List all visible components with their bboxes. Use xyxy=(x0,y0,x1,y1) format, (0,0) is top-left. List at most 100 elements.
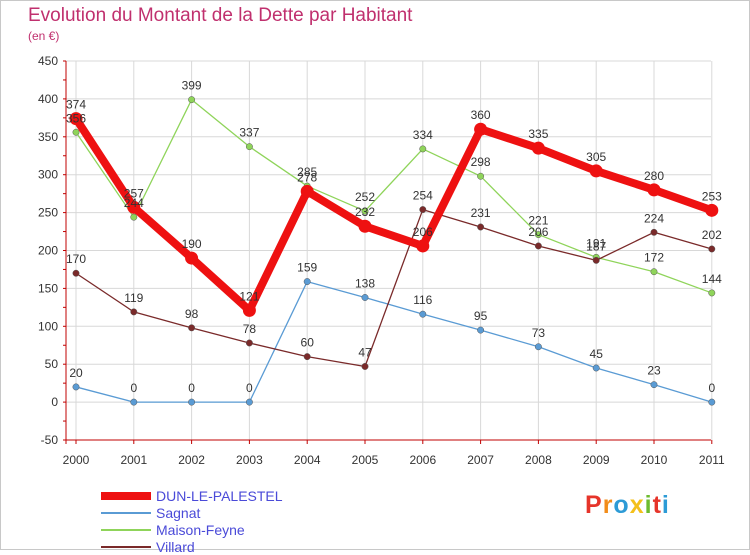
legend-label: Sagnat xyxy=(156,505,201,521)
data-label-dun-le-palestel: 360 xyxy=(471,108,491,122)
data-label-dun-le-palestel: 305 xyxy=(586,150,606,164)
data-label-dun-le-palestel: 121 xyxy=(239,289,259,303)
legend-swatch xyxy=(101,546,151,548)
legend-item-villard: Villard xyxy=(101,539,361,555)
data-point-dun-le-palestel xyxy=(185,251,199,265)
legend-swatch xyxy=(101,512,151,514)
legend-item-dun-le-palestel: DUN-LE-PALESTEL xyxy=(101,488,361,504)
data-label-dun-le-palestel: 206 xyxy=(413,225,433,239)
data-point-maison-feyne xyxy=(650,268,658,276)
data-point-villard xyxy=(592,256,600,264)
data-label-sagnat: 0 xyxy=(130,381,137,395)
data-label-maison-feyne: 399 xyxy=(182,79,202,93)
data-label-maison-feyne: 191 xyxy=(586,236,606,250)
data-label-dun-le-palestel: 257 xyxy=(124,186,144,200)
legend-swatch xyxy=(101,529,151,531)
data-label-villard: 224 xyxy=(644,211,664,225)
data-label-dun-le-palestel: 253 xyxy=(702,189,722,203)
data-label-dun-le-palestel: 335 xyxy=(528,127,548,141)
data-point-dun-le-palestel xyxy=(300,184,314,198)
y-tick-label: 400 xyxy=(38,92,58,106)
data-label-dun-le-palestel: 278 xyxy=(297,170,317,184)
data-point-maison-feyne xyxy=(130,213,138,221)
data-label-dun-le-palestel: 280 xyxy=(644,169,664,183)
y-tick-label: 250 xyxy=(38,206,58,220)
legend-item-maison-feyne: Maison-Feyne xyxy=(101,522,361,538)
y-tick-label: 150 xyxy=(38,281,58,295)
x-tick-label: 2003 xyxy=(236,453,263,467)
data-label-maison-feyne: 298 xyxy=(471,155,491,169)
y-tick-label: 450 xyxy=(38,54,58,68)
x-tick-label: 2001 xyxy=(120,453,147,467)
logo-letter: t xyxy=(652,491,662,519)
data-point-villard xyxy=(72,269,80,277)
legend-label: Villard xyxy=(156,539,195,555)
y-tick-label: 50 xyxy=(45,357,59,371)
data-label-dun-le-palestel: 190 xyxy=(182,237,202,251)
data-point-sagnat xyxy=(650,381,658,389)
data-point-dun-le-palestel xyxy=(358,219,372,233)
series-line-dun-le-palestel xyxy=(72,114,716,315)
data-point-maison-feyne xyxy=(534,231,542,239)
x-tick-label: 2011 xyxy=(699,453,725,467)
data-point-villard xyxy=(477,223,485,231)
data-point-sagnat xyxy=(534,343,542,351)
logo-letter: r xyxy=(602,491,614,519)
data-point-sagnat xyxy=(188,398,196,406)
x-tick-label: 2006 xyxy=(409,453,436,467)
series-line-sagnat xyxy=(75,280,713,403)
data-label-sagnat: 23 xyxy=(647,364,661,378)
x-tick-label: 2008 xyxy=(525,453,552,467)
series-line-maison-feyne xyxy=(75,99,713,294)
data-label-maison-feyne: 172 xyxy=(644,251,664,265)
data-point-dun-le-palestel xyxy=(589,164,603,178)
data-point-villard xyxy=(303,353,311,361)
data-point-dun-le-palestel xyxy=(474,122,488,136)
data-point-sagnat xyxy=(245,398,253,406)
data-point-sagnat xyxy=(419,310,427,318)
legend-label: Maison-Feyne xyxy=(156,522,245,538)
data-label-sagnat: 95 xyxy=(474,309,488,323)
data-point-sagnat xyxy=(477,326,485,334)
data-label-villard: 78 xyxy=(243,322,257,336)
legend-label: DUN-LE-PALESTEL xyxy=(156,488,283,504)
data-point-villard xyxy=(708,245,716,253)
x-tick-label: 2005 xyxy=(352,453,379,467)
data-label-sagnat: 116 xyxy=(413,293,432,307)
data-point-maison-feyne xyxy=(188,96,196,104)
data-label-villard: 119 xyxy=(124,291,143,305)
data-point-villard xyxy=(650,228,658,236)
data-point-maison-feyne xyxy=(361,207,369,215)
data-point-dun-le-palestel xyxy=(416,239,430,253)
data-point-dun-le-palestel xyxy=(531,141,545,155)
data-point-dun-le-palestel xyxy=(647,183,661,197)
chart-title: Evolution du Montant de la Dette par Hab… xyxy=(28,5,413,26)
data-point-maison-feyne xyxy=(708,289,716,297)
logo-letter: i xyxy=(644,491,653,519)
data-point-villard xyxy=(245,339,253,347)
data-point-maison-feyne xyxy=(245,143,253,151)
data-label-maison-feyne: 337 xyxy=(239,126,259,140)
data-label-maison-feyne: 144 xyxy=(702,272,722,286)
data-label-maison-feyne: 244 xyxy=(124,196,144,210)
data-point-sagnat xyxy=(592,364,600,372)
data-point-sagnat xyxy=(72,383,80,391)
data-label-villard: 202 xyxy=(702,228,722,242)
data-label-sagnat: 45 xyxy=(590,347,604,361)
series-lines xyxy=(69,96,719,406)
data-label-sagnat: 0 xyxy=(188,381,195,395)
x-tick-label: 2000 xyxy=(63,453,90,467)
data-label-sagnat: 0 xyxy=(708,381,715,395)
data-label-villard: 60 xyxy=(301,336,315,350)
data-point-villard xyxy=(534,242,542,250)
series-line-villard xyxy=(75,208,713,368)
data-point-dun-le-palestel xyxy=(69,112,83,126)
x-tick-label: 2002 xyxy=(178,453,205,467)
data-label-sagnat: 138 xyxy=(355,276,375,290)
grid xyxy=(66,60,713,441)
legend-item-sagnat: Sagnat xyxy=(101,505,361,521)
logo-letter: P xyxy=(585,491,603,519)
data-point-sagnat xyxy=(361,294,369,301)
data-point-sagnat xyxy=(303,278,311,286)
